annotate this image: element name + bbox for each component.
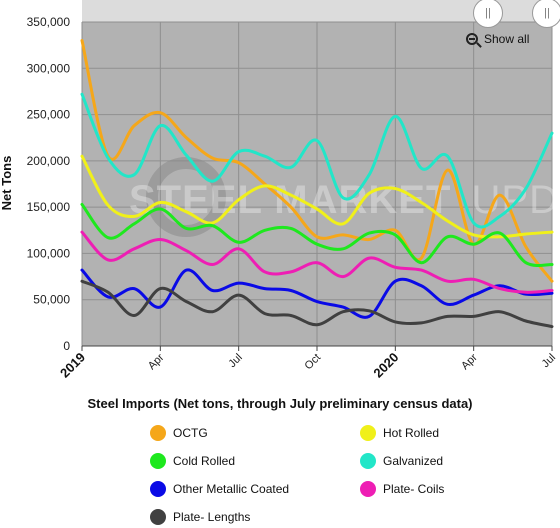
y-axis-ticks: 0 50,000 100,000 150,000 200,000 250,000 300,0…	[27, 15, 71, 353]
y-axis-title: Net Tons	[0, 156, 14, 211]
series-line-galvanized[interactable]	[80, 92, 554, 229]
legend-item-cold-rolled[interactable]: Cold Rolled	[150, 452, 360, 469]
show-all-label: Show all	[484, 32, 530, 46]
y-tick-label: 250,000	[27, 108, 71, 122]
legend: OCTG Hot Rolled Cold Rolled Galvanized Other…	[150, 424, 510, 525]
x-tick-label: Apr	[146, 351, 167, 372]
legend-label: Galvanized	[383, 453, 444, 468]
watermark-globe-icon	[146, 157, 226, 237]
line-chart: STEEL MARKET UPDATE 0 50,000 100,000 150,00…	[0, 0, 560, 381]
legend-item-octg[interactable]: OCTG	[150, 424, 360, 441]
legend-swatch	[360, 424, 376, 441]
series-lines	[80, 39, 554, 329]
legend-label: Plate- Lengths	[173, 509, 251, 524]
y-tick-label: 0	[63, 339, 70, 353]
legend-label: Cold Rolled	[173, 453, 236, 468]
legend-swatch	[150, 480, 166, 497]
y-tick-label: 350,000	[27, 15, 71, 29]
x-tick-label: Apr	[459, 351, 480, 372]
zoom-out-icon	[466, 33, 478, 45]
y-tick-label: 100,000	[27, 246, 71, 260]
watermark-text: STEEL MARKET UPDATE	[129, 178, 560, 222]
x-axis-ticks: 2019 Apr Jul Oct 2020 Apr Jul	[57, 346, 558, 381]
series-line-other-metallic-coated[interactable]	[80, 268, 554, 319]
series-line-plate-coils[interactable]	[80, 230, 554, 294]
y-tick-label: 200,000	[27, 154, 71, 168]
legend-swatch	[150, 452, 166, 469]
legend-label: Plate- Coils	[383, 481, 445, 496]
show-all-button[interactable]: Show all	[466, 29, 529, 49]
y-tick-label: 50,000	[33, 293, 70, 307]
legend-item-hot-rolled[interactable]: Hot Rolled	[360, 424, 510, 441]
navigator-strip	[82, 0, 552, 22]
chart-title: Steel Imports (Net tons, through July pr…	[87, 396, 473, 411]
legend-swatch	[360, 480, 376, 497]
legend-label: Other Metallic Coated	[173, 481, 290, 496]
legend-item-plate-lengths[interactable]: Plate- Lengths	[150, 508, 360, 525]
legend-item-galvanized[interactable]: Galvanized	[360, 452, 510, 469]
x-tick-label: 2019	[57, 350, 88, 381]
legend-swatch	[150, 424, 166, 441]
range-handle-left[interactable]: ||	[473, 0, 503, 28]
x-tick-label: Oct	[303, 352, 324, 373]
legend-item-plate-coils[interactable]: Plate- Coils	[360, 480, 510, 497]
legend-item-other-metallic-coated[interactable]: Other Metallic Coated	[150, 480, 360, 497]
x-tick-label: 2020	[370, 350, 401, 381]
watermark-logo: STEEL MARKET UPDATE	[129, 157, 560, 237]
x-tick-label: Jul	[540, 352, 558, 370]
legend-label: Hot Rolled	[383, 425, 440, 440]
series-line-plate-lengths[interactable]	[80, 279, 554, 329]
legend-swatch	[150, 508, 166, 525]
legend-label: OCTG	[173, 425, 208, 440]
x-tick-label: Jul	[226, 352, 244, 370]
legend-swatch	[360, 452, 376, 469]
range-handle-right[interactable]: ||	[532, 0, 560, 28]
series-line-cold-rolled[interactable]	[80, 202, 554, 267]
series-line-hot-rolled[interactable]	[80, 154, 554, 239]
y-tick-label: 300,000	[27, 61, 71, 75]
y-tick-label: 150,000	[27, 200, 71, 214]
